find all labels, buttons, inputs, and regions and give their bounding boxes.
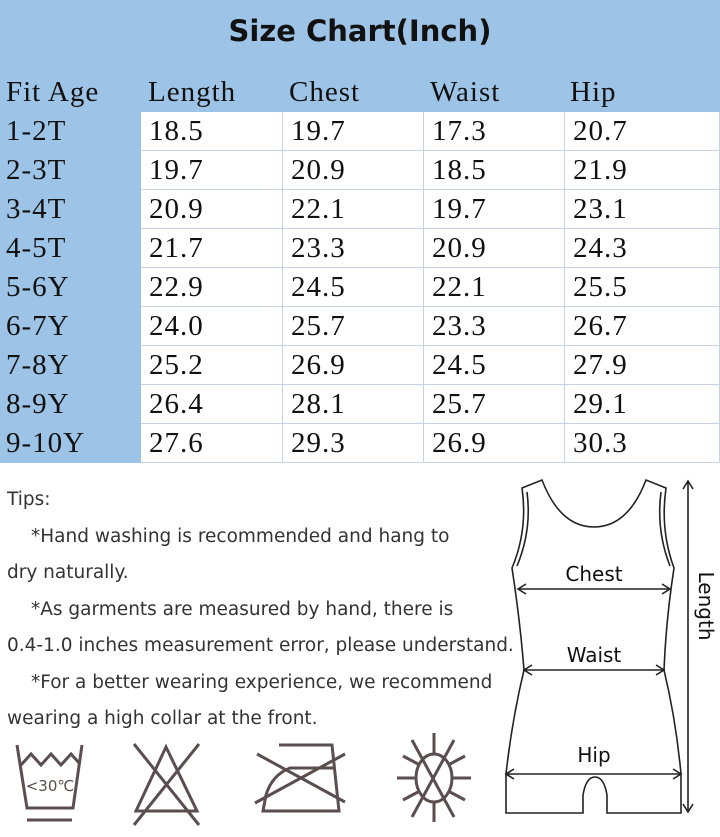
hand-wash-icon: <30℃	[15, 744, 84, 822]
table-cell: 17.3	[424, 112, 565, 151]
table-cell: 26.9	[283, 346, 424, 385]
no-iron-icon	[254, 743, 346, 813]
table-cell: 24.5	[424, 346, 565, 385]
table-cell: 20.9	[283, 151, 424, 190]
table-cell: 27.9	[565, 346, 720, 385]
column-header: Chest	[289, 76, 361, 108]
table-cell: 23.3	[283, 229, 424, 268]
table-cell: 25.5	[565, 268, 720, 307]
table-cell: 20.9	[424, 229, 565, 268]
chart-title: Size Chart(Inch)	[228, 14, 492, 48]
row-age: 2-3T	[6, 154, 67, 186]
table-cell: 23.3	[424, 307, 565, 346]
table-cell: 19.7	[283, 112, 424, 151]
table-cell: 25.2	[141, 346, 283, 385]
table-cell: 26.4	[141, 385, 283, 424]
table-cell: 22.1	[283, 190, 424, 229]
tip-line: *Hand washing is recommended and hang to	[31, 525, 450, 547]
row-age: 9-10Y	[6, 427, 86, 459]
table-cell: 28.1	[283, 385, 424, 424]
waist-arrow	[522, 664, 666, 676]
length-arrow	[682, 479, 694, 814]
row-age: 3-4T	[6, 193, 67, 225]
row-age: 7-8Y	[6, 349, 70, 381]
column-header: Length	[148, 76, 237, 108]
chest-label: Chest	[565, 562, 622, 586]
no-bleach-icon	[132, 743, 201, 826]
table-cell: 24.5	[283, 268, 424, 307]
table-cell: 21.9	[565, 151, 720, 190]
column-header: Hip	[570, 76, 617, 108]
tip-line: *As garments are measured by hand, there…	[31, 598, 454, 620]
table-cell: 26.9	[424, 424, 565, 463]
table-cell: 27.6	[141, 424, 283, 463]
garment-outline	[505, 478, 682, 814]
row-age: 5-6Y	[6, 271, 70, 303]
row-age: 4-5T	[6, 232, 67, 264]
tips: Tips: *Hand washing is recommended and h…	[7, 482, 514, 738]
row-age: 6-7Y	[6, 310, 70, 342]
no-sun-dry-icon	[397, 733, 471, 822]
column-header: Fit Age	[6, 76, 100, 108]
tip-line: *For a better wearing experience, we rec…	[31, 671, 493, 693]
table-cell: 20.9	[141, 190, 283, 229]
table-cell: 22.9	[141, 268, 283, 307]
length-label: Length	[694, 572, 718, 641]
tips-heading: Tips:	[7, 489, 51, 510]
age-column-bg	[0, 112, 141, 463]
tip-line: 0.4-1.0 inches measurement error, please…	[7, 635, 514, 656]
table-cell: 22.1	[424, 268, 565, 307]
table-cell: 29.3	[283, 424, 424, 463]
table-cell: 24.3	[565, 229, 720, 268]
hip-label: Hip	[577, 743, 610, 767]
table-cell: 24.0	[141, 307, 283, 346]
table-cell: 21.7	[141, 229, 283, 268]
table-cell: 26.7	[565, 307, 720, 346]
garment-diagram: Chest Waist Hip Length	[504, 478, 718, 814]
column-header: Waist	[430, 76, 501, 108]
table-cell: 19.7	[141, 151, 283, 190]
table-cell: 29.1	[565, 385, 720, 424]
table-cell: 19.7	[424, 190, 565, 229]
hip-arrow	[504, 768, 683, 780]
table-cell: 25.7	[283, 307, 424, 346]
table-cell: 20.7	[565, 112, 720, 151]
header-band	[0, 0, 720, 112]
row-age: 1-2T	[6, 115, 67, 147]
table-cell: 30.3	[565, 424, 720, 463]
table-cell: 25.7	[424, 385, 565, 424]
chest-arrow	[516, 583, 672, 595]
row-age: 8-9Y	[6, 388, 70, 420]
table-cell: 23.1	[565, 190, 720, 229]
tip-line: wearing a high collar at the front.	[7, 708, 318, 729]
tip-line: dry naturally.	[7, 562, 129, 583]
wash-temp-label: <30℃	[26, 777, 75, 795]
waist-label: Waist	[567, 643, 622, 667]
table-cell: 18.5	[141, 112, 283, 151]
table-cell: 18.5	[424, 151, 565, 190]
